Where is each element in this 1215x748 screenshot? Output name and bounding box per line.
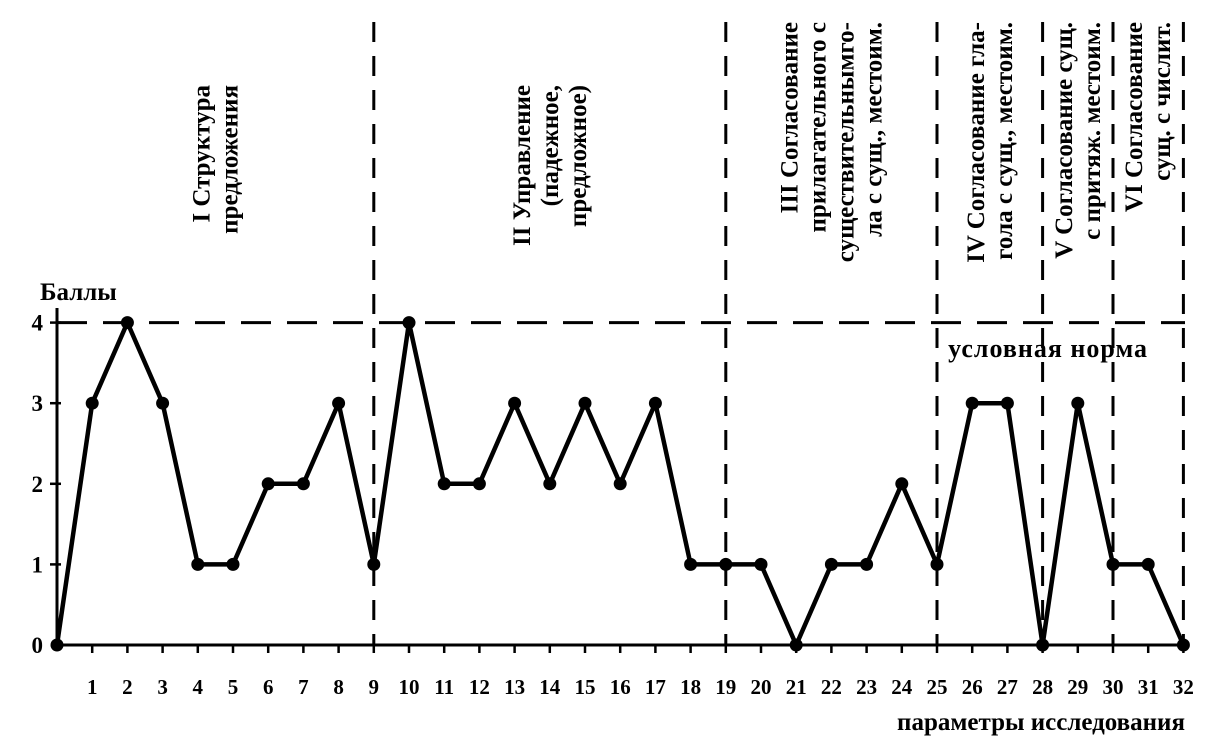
x-tick-label: 15 <box>575 675 596 699</box>
x-tick-label: 17 <box>645 675 666 699</box>
y-tick-label: 2 <box>32 472 44 497</box>
x-tick-label: 21 <box>786 675 807 699</box>
data-series <box>50 316 1190 652</box>
x-tick-label: 26 <box>962 675 983 699</box>
section-label-line: I Структура <box>188 85 215 223</box>
data-point <box>191 557 205 571</box>
x-tick-label: 4 <box>193 675 204 699</box>
data-point <box>1000 396 1014 410</box>
x-tick-label: 2 <box>122 675 133 699</box>
x-tick-label: 3 <box>157 675 168 699</box>
x-axis-label: параметры исследования <box>897 709 1185 736</box>
x-tick-label: 1 <box>87 675 98 699</box>
x-tick-label: 12 <box>469 675 490 699</box>
data-point <box>1106 557 1120 571</box>
data-point <box>613 477 627 491</box>
data-point <box>367 557 381 571</box>
y-tick-label: 1 <box>32 552 44 577</box>
x-tick-label: 32 <box>1173 675 1194 699</box>
x-tick-label: 27 <box>997 675 1018 699</box>
data-point <box>965 396 979 410</box>
x-tick-label: 18 <box>680 675 701 699</box>
y-tick-label: 0 <box>32 633 44 658</box>
x-tick-label: 9 <box>369 675 380 699</box>
x-tick-label: 13 <box>504 675 525 699</box>
x-tick-label: 19 <box>715 675 736 699</box>
data-point <box>50 638 64 652</box>
x-tick-label: 6 <box>263 675 274 699</box>
data-point <box>1176 638 1190 652</box>
section-label-line: VI Согласование <box>1121 22 1148 212</box>
data-point <box>1141 557 1155 571</box>
data-point <box>332 396 346 410</box>
y-tick-label: 3 <box>32 391 44 416</box>
x-tick-label: 10 <box>399 675 420 699</box>
data-point <box>296 477 310 491</box>
data-point <box>261 477 275 491</box>
data-point <box>824 557 838 571</box>
data-point <box>1071 396 1085 410</box>
section-label-line: существительнымго- <box>832 22 859 262</box>
x-tick-label: 24 <box>891 675 913 699</box>
x-tick-label: 7 <box>298 675 309 699</box>
data-point <box>226 557 240 571</box>
data-point <box>508 396 522 410</box>
data-point <box>860 557 874 571</box>
data-point <box>895 477 909 491</box>
data-point <box>402 316 416 330</box>
data-point <box>648 396 662 410</box>
x-tick-label: 29 <box>1067 675 1088 699</box>
x-tick-label: 31 <box>1138 675 1159 699</box>
data-point <box>789 638 803 652</box>
data-point <box>684 557 698 571</box>
data-point <box>85 396 99 410</box>
x-tick-label: 16 <box>610 675 631 699</box>
y-axis-label: Баллы <box>40 279 117 306</box>
section-label-line: гола с сущ., местоим. <box>991 22 1018 260</box>
section-dividers <box>372 22 1185 645</box>
section-label-line: предложное) <box>565 85 592 227</box>
data-point <box>543 477 557 491</box>
x-tick-label: 23 <box>856 675 877 699</box>
section-label-line: предложения <box>216 85 243 234</box>
section-label-line: V Согласование сущ. <box>1051 22 1078 259</box>
data-point <box>1036 638 1050 652</box>
section-label-line: (падежное, <box>537 85 564 206</box>
x-tick-label: 11 <box>434 675 454 699</box>
section-label-line: сущ. с числит. <box>1149 22 1176 181</box>
x-tick-label: 20 <box>751 675 772 699</box>
section-labels: I Структура предложения II Управление (паде… <box>188 22 1176 263</box>
section-label-line: III Согласование <box>776 22 803 213</box>
section-label-line: IV Согласование гла- <box>963 22 990 263</box>
x-tick-label: 5 <box>228 675 239 699</box>
data-point <box>578 396 592 410</box>
x-tick-label: 25 <box>927 675 948 699</box>
section-label-line: с притяж. местоим. <box>1079 22 1106 240</box>
data-point <box>472 477 486 491</box>
data-point <box>120 316 134 330</box>
data-point <box>719 557 733 571</box>
norm-label: условная норма <box>948 334 1148 363</box>
section-label-line: прилагательного с <box>804 22 831 233</box>
section-label-line: ла с сущ., местоим. <box>860 22 887 237</box>
x-tick-label: 22 <box>821 675 842 699</box>
x-tick-label: 14 <box>539 675 561 699</box>
data-point <box>156 396 170 410</box>
data-point <box>437 477 451 491</box>
x-tick-label: 8 <box>333 675 344 699</box>
data-point <box>754 557 768 571</box>
y-tick-label: 4 <box>32 311 44 336</box>
section-label-line: II Управление <box>509 85 536 246</box>
x-tick-label: 28 <box>1032 675 1053 699</box>
x-tick-label: 30 <box>1103 675 1124 699</box>
data-point <box>930 557 944 571</box>
